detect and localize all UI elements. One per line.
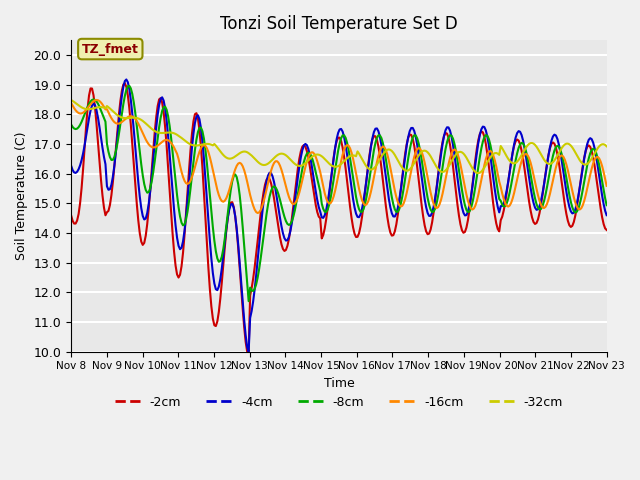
-8cm	[125, 83, 133, 89]
-8cm	[134, 136, 142, 142]
-16cm	[253, 210, 261, 216]
-16cm	[134, 121, 142, 127]
-16cm	[67, 100, 75, 106]
X-axis label: Time: Time	[323, 377, 355, 390]
Line: -4cm: -4cm	[71, 80, 607, 351]
-16cm	[576, 206, 584, 212]
-2cm	[576, 184, 584, 190]
-32cm	[67, 97, 75, 103]
-8cm	[248, 288, 255, 293]
-32cm	[227, 156, 235, 161]
-2cm	[67, 213, 75, 218]
Y-axis label: Soil Temperature (C): Soil Temperature (C)	[15, 132, 28, 260]
-32cm	[133, 115, 141, 121]
-8cm	[245, 298, 253, 304]
-16cm	[305, 154, 312, 160]
Text: TZ_fmet: TZ_fmet	[82, 43, 139, 56]
-8cm	[257, 256, 264, 262]
-16cm	[246, 192, 254, 198]
-2cm	[305, 155, 312, 160]
-4cm	[305, 146, 312, 152]
-32cm	[245, 150, 253, 156]
-32cm	[301, 160, 309, 166]
-2cm	[228, 199, 236, 205]
-8cm	[305, 150, 312, 156]
-4cm	[576, 185, 584, 191]
-4cm	[245, 348, 253, 354]
-32cm	[603, 144, 611, 149]
Legend: -2cm, -4cm, -8cm, -16cm, -32cm: -2cm, -4cm, -8cm, -16cm, -32cm	[109, 391, 568, 414]
-8cm	[576, 201, 584, 207]
-4cm	[257, 227, 264, 233]
-2cm	[243, 348, 251, 354]
-8cm	[603, 203, 611, 208]
-4cm	[122, 77, 130, 83]
-2cm	[257, 212, 264, 217]
-32cm	[253, 159, 261, 165]
-4cm	[67, 163, 75, 168]
-16cm	[228, 176, 236, 182]
-2cm	[248, 286, 255, 291]
-2cm	[121, 80, 129, 86]
-32cm	[474, 170, 482, 176]
-8cm	[67, 122, 75, 128]
-4cm	[228, 201, 236, 207]
Line: -32cm: -32cm	[71, 100, 607, 173]
Title: Tonzi Soil Temperature Set D: Tonzi Soil Temperature Set D	[220, 15, 458, 33]
-16cm	[93, 97, 100, 103]
-8cm	[228, 179, 236, 184]
-4cm	[248, 308, 255, 314]
-4cm	[134, 179, 142, 185]
-16cm	[257, 207, 264, 213]
-16cm	[603, 183, 611, 189]
-2cm	[603, 227, 611, 233]
Line: -2cm: -2cm	[71, 83, 607, 351]
Line: -8cm: -8cm	[71, 86, 607, 301]
Line: -16cm: -16cm	[71, 100, 607, 213]
-4cm	[603, 212, 611, 218]
-2cm	[134, 217, 142, 223]
-32cm	[575, 155, 582, 161]
